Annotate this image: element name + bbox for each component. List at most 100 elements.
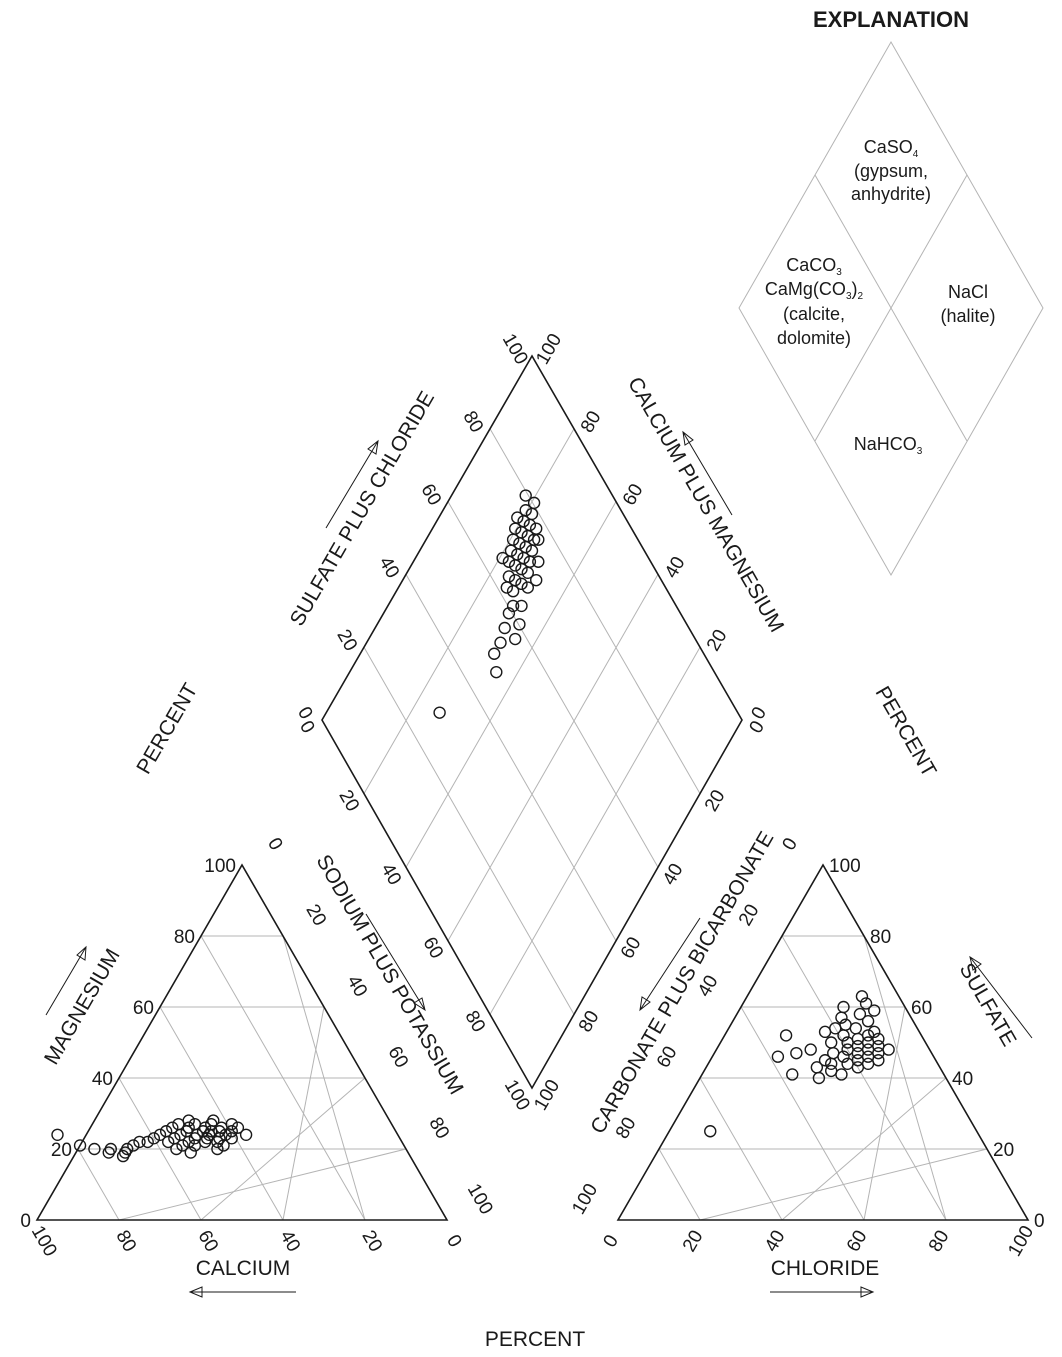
cation-point — [153, 1128, 167, 1142]
anion-point — [872, 1032, 885, 1046]
axis-label-calcium-magnesium: CALCIUM PLUS MAGNESIUM — [623, 373, 788, 636]
anion-point — [849, 1022, 862, 1035]
diamond-grid-line — [405, 574, 617, 942]
tick-label-chloride: 40 — [761, 1227, 790, 1256]
anion-point — [837, 1050, 850, 1063]
anion-grid-line — [781, 1077, 947, 1221]
cation-point — [141, 1135, 154, 1149]
diamond-point — [502, 607, 516, 620]
diamond-point — [525, 544, 539, 557]
tick-label-sulfate-chloride: 100 — [498, 330, 532, 368]
explanation-top-line2: (gypsum, — [854, 161, 928, 181]
formula-nahco: NaHCO — [854, 434, 917, 454]
diamond-grid-line — [405, 501, 617, 868]
tick-label-calcium: 0 — [442, 1231, 465, 1251]
subscript: 2 — [858, 291, 864, 302]
tick-label-sulfate-chloride: 40 — [374, 553, 403, 582]
anion-grid-line — [740, 1006, 865, 1221]
tick-label-magnesium: 80 — [174, 927, 195, 948]
diamond-point — [523, 518, 537, 532]
diamond-point — [515, 577, 528, 591]
cation-point — [104, 1142, 118, 1156]
cation-point — [88, 1142, 101, 1156]
sodium-potassium-arrow — [365, 913, 426, 1012]
cation-point — [225, 1132, 238, 1145]
anion-point — [835, 1068, 848, 1081]
axis-label-calcium: CALCIUM — [196, 1257, 291, 1280]
diamond-grid-line — [363, 646, 575, 1015]
anion-grid-line — [658, 1148, 701, 1221]
anion-point — [818, 1054, 832, 1067]
tick-label-carbonate: 0 — [778, 834, 801, 854]
cation-point — [211, 1142, 224, 1156]
cation-point — [217, 1139, 230, 1152]
tick-label-calcium-magnesium: 60 — [619, 480, 648, 509]
anion-point — [779, 1029, 793, 1042]
diamond-point — [502, 570, 516, 583]
tick-label-magnesium: 0 — [20, 1211, 31, 1232]
diamond-point — [525, 507, 539, 521]
tick-label-magnesium: 60 — [133, 998, 154, 1019]
cation-point — [184, 1146, 197, 1159]
axis-label-sulfate-chloride: SULFATE PLUS CHLORIDE — [286, 387, 439, 630]
calcium-magnesium-arrow — [682, 430, 733, 516]
explanation-outline — [738, 40, 1044, 577]
anion-point — [861, 1015, 875, 1028]
anion-point — [704, 1125, 717, 1138]
cation-point — [207, 1114, 220, 1127]
formula-caso: CaSO — [864, 137, 913, 157]
anion-point — [853, 1007, 867, 1021]
explanation-left-line3: (calcite, — [783, 304, 845, 324]
anion-point — [812, 1071, 826, 1085]
tick-label-sulfate-chloride: 80 — [458, 408, 487, 437]
subscript: 3 — [917, 446, 923, 457]
diamond-point — [515, 599, 528, 613]
anion-point — [837, 1029, 850, 1042]
diamond-grid-line — [447, 501, 659, 868]
explanation-bottom-formula: NaHCO3 — [854, 434, 923, 457]
anion-triangle-frame — [616, 863, 1030, 1221]
diamond-point — [532, 555, 545, 568]
cation-point — [225, 1117, 238, 1131]
tick-label-sulfate: 40 — [952, 1069, 973, 1090]
cation-point — [51, 1128, 64, 1142]
tick-label-calcium: 60 — [193, 1227, 222, 1256]
diamond-grid-line — [363, 428, 575, 794]
anion-point — [872, 1054, 885, 1067]
tick-label-magnesium: 100 — [204, 856, 236, 877]
cation-grid-line — [200, 935, 366, 1221]
anion-point — [861, 1057, 875, 1071]
diamond-point — [511, 511, 524, 524]
explanation-diamond — [738, 40, 1044, 577]
diamond-grid-line — [447, 574, 659, 942]
grid-lines — [77, 428, 988, 1221]
cation-grid-line — [200, 1077, 366, 1221]
axis-label-magnesium: MAGNESIUM — [40, 945, 125, 1069]
subscript: 4 — [913, 149, 919, 160]
tick-label-diamond-lower-right: 80 — [575, 1007, 604, 1036]
anion-point — [790, 1046, 803, 1060]
diamond-point — [527, 496, 541, 510]
explanation-top-line3: anhydrite) — [851, 184, 931, 204]
tick-label-calcium-magnesium: 80 — [577, 408, 606, 437]
diamond-point — [513, 618, 526, 631]
tick-label-chloride: 0 — [599, 1231, 622, 1251]
plot-frames — [35, 354, 1030, 1221]
percent-label-left: PERCENT — [132, 679, 202, 778]
carbonate-arrow — [639, 917, 701, 1012]
anion-point — [868, 1025, 881, 1039]
diamond-point — [498, 621, 511, 635]
tick-label-sulfate: 60 — [911, 998, 932, 1019]
tick-label-sodium: 0 — [263, 834, 286, 854]
tick-label-chloride: 60 — [843, 1227, 872, 1256]
tick-label-sodium: 20 — [301, 901, 330, 930]
cation-point — [170, 1142, 183, 1156]
tick-label-sulfate: 100 — [829, 856, 861, 877]
tick-label-chloride: 20 — [679, 1227, 708, 1256]
cation-triangle-frame — [35, 863, 449, 1221]
explanation-right-line2: (halite) — [940, 306, 995, 326]
anion-point — [859, 997, 873, 1010]
tick-label-sodium: 60 — [383, 1043, 412, 1072]
tick-label-diamond-lower-left: 60 — [418, 934, 447, 963]
diamond-point — [532, 533, 545, 546]
